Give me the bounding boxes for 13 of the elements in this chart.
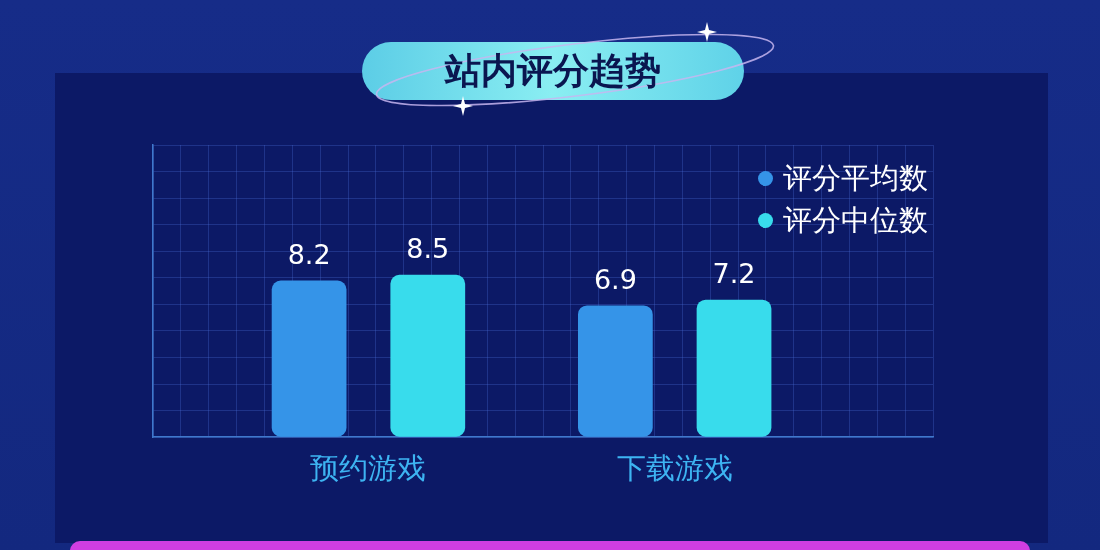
data-label: 6.9: [593, 263, 637, 295]
bar: [271, 280, 347, 437]
bar: [390, 274, 466, 437]
legend-label: 评分中位数: [783, 203, 928, 237]
legend-label: 评分平均数: [783, 161, 928, 195]
x-tick-label: 预约游戏: [310, 451, 427, 486]
bar: [577, 305, 653, 437]
data-label: 8.5: [406, 233, 450, 265]
bar: [696, 299, 772, 437]
x-tick-label: 下载游戏: [616, 451, 733, 486]
data-label: 8.2: [287, 239, 331, 271]
data-label: 7.2: [712, 258, 756, 290]
chart-title: 站内评分趋势: [445, 50, 661, 91]
